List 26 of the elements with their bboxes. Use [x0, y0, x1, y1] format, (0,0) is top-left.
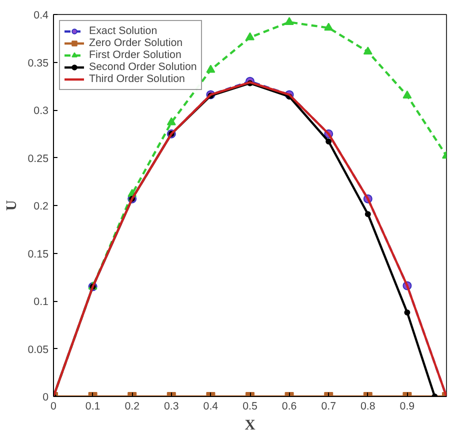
y-tick-label: 0.25: [28, 152, 49, 165]
x-tick-label: 0.6: [282, 400, 297, 412]
x-tick-label: 0.1: [85, 400, 100, 412]
legend-label: Second Order Solution: [89, 61, 197, 73]
x-tick-label: 0.4: [203, 400, 218, 412]
y-tick-label: 0.3: [34, 105, 49, 117]
x-tick-label: 0.5: [242, 400, 258, 412]
y-tick-label: 0.35: [28, 57, 49, 70]
y-tick-label: 0.2: [34, 200, 49, 212]
legend-label: First Order Solution: [89, 49, 182, 61]
y-axis-title: U: [4, 200, 20, 211]
legend-label: Third Order Solution: [89, 73, 185, 85]
legend-label: Zero Order Solution: [89, 37, 183, 49]
x-tick-label: 0.3: [164, 400, 179, 412]
y-tick-label: 0.05: [28, 344, 49, 356]
y-tick-label: 0.4: [34, 10, 49, 22]
x-tick-label: 0.7: [321, 400, 336, 412]
y-tick-label: 0: [42, 392, 49, 404]
x-tick-label: 0.9: [400, 400, 415, 412]
y-tick-label: 0.15: [28, 248, 49, 260]
x-tick-label: 0.8: [360, 400, 376, 412]
y-tick-label: 0.1: [34, 296, 49, 308]
x-tick-label: 0.2: [124, 400, 140, 412]
x-axis-title: X: [244, 418, 256, 434]
legend-label: Exact Solution: [89, 25, 158, 37]
x-tick-label: 0: [50, 400, 57, 412]
